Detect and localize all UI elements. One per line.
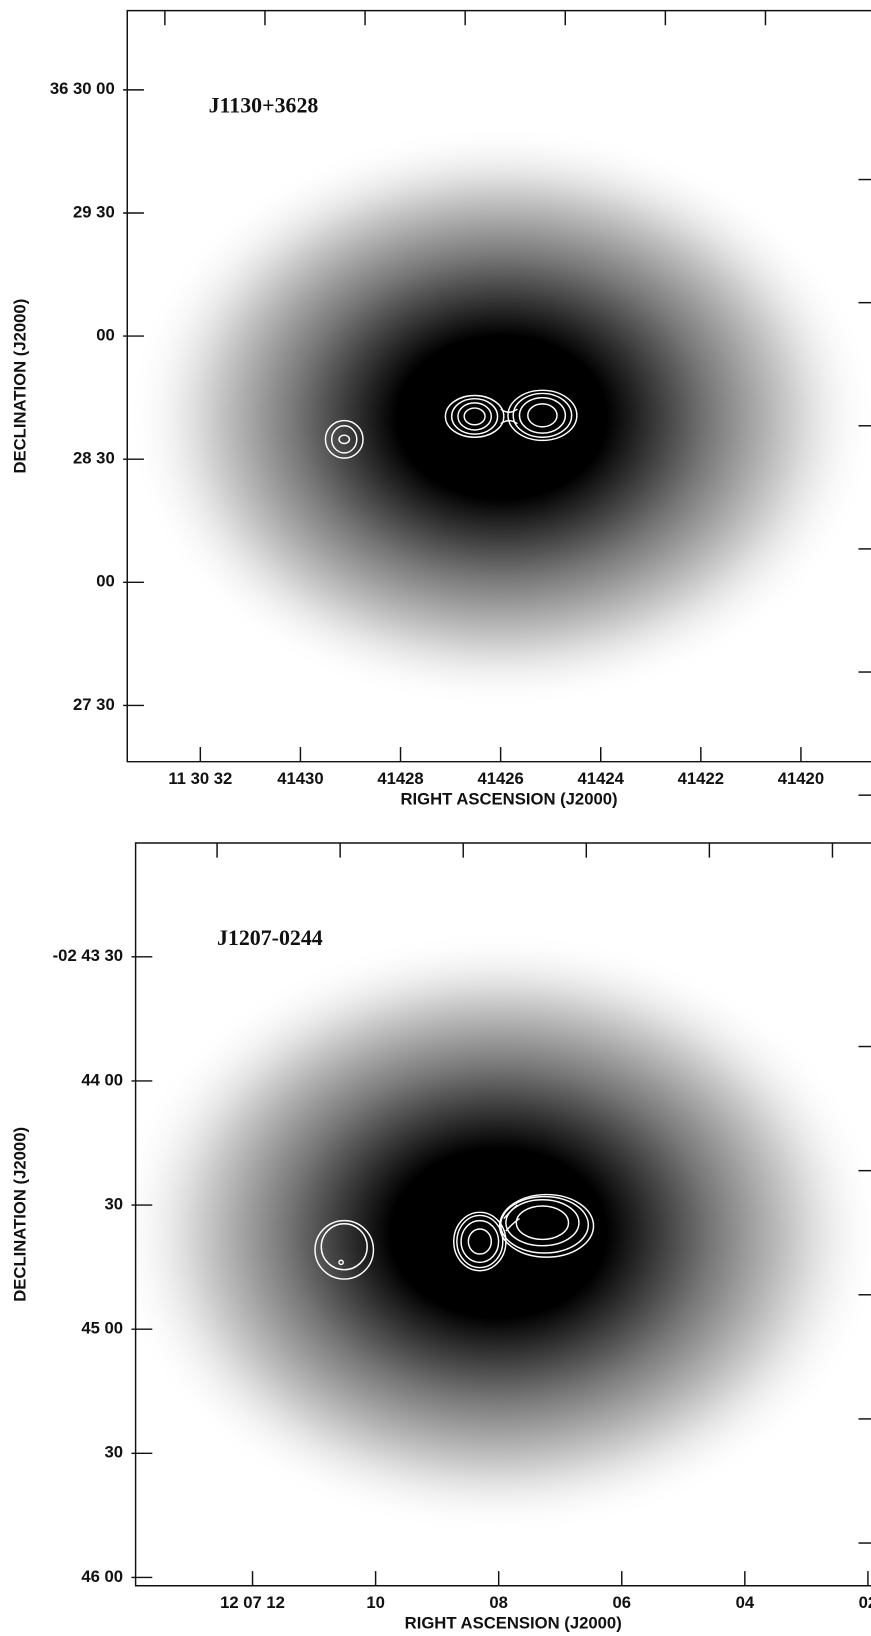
y-tick-label: 27 30 [73,695,115,714]
y-tick-label: 46 00 [81,1567,123,1586]
emission-blob [126,125,871,709]
x-tick-label: 08 [489,1593,508,1612]
image-area [113,843,871,1586]
x-tick-label: 02 [859,1593,871,1612]
y-tick-label: 30 [105,1443,124,1462]
x-tick-label: 12 07 12 [220,1593,285,1612]
x-tick-label: 41420 [778,769,824,788]
y-tick-label: 36 30 00 [50,79,115,98]
y-tick-label: 30 [105,1194,124,1213]
annotation: J1207-0244 [217,925,323,950]
y-axis-label: DECLINATION (J2000) [10,1127,29,1302]
x-tick-label: 06 [612,1593,631,1612]
y-tick-label: 44 00 [81,1070,123,1089]
image-area [126,11,871,762]
y-tick-label: 28 30 [73,449,115,468]
x-tick-label: 41428 [377,769,423,788]
x-tick-label: 11 30 32 [168,769,232,788]
panel: 11 30 32 41430 41428 41426 41424 41422 41420 36… [10,11,871,809]
y-tick-label: 29 30 [73,202,115,221]
x-tick-label: 41430 [277,769,323,788]
x-tick-label: 41422 [678,769,724,788]
y-tick-label: 00 [96,572,115,591]
y-tick-label: -02 43 30 [53,946,123,965]
figure: 11 30 32 41430 41428 41426 41424 41422 41420 36… [0,0,871,1636]
x-axis-label: RIGHT ASCENSION (J2000) [405,1614,622,1633]
y-axis-label: DECLINATION (J2000) [10,299,29,474]
y-tick-label: 00 [96,325,115,344]
x-tick-label: 10 [366,1593,385,1612]
x-tick-label: 41424 [578,769,625,788]
y-tick-label: 45 00 [81,1319,123,1338]
annotation: J1130+3628 [209,93,319,118]
x-axis-label: RIGHT ASCENSION (J2000) [400,790,617,809]
emission-blob [113,931,871,1536]
panel: 12 07 12 10 08 06 04 02 -02 43 30 44 00 30 45 00 3… [10,843,871,1636]
x-tick-label: 04 [736,1593,755,1612]
x-tick-label: 41426 [477,769,523,788]
